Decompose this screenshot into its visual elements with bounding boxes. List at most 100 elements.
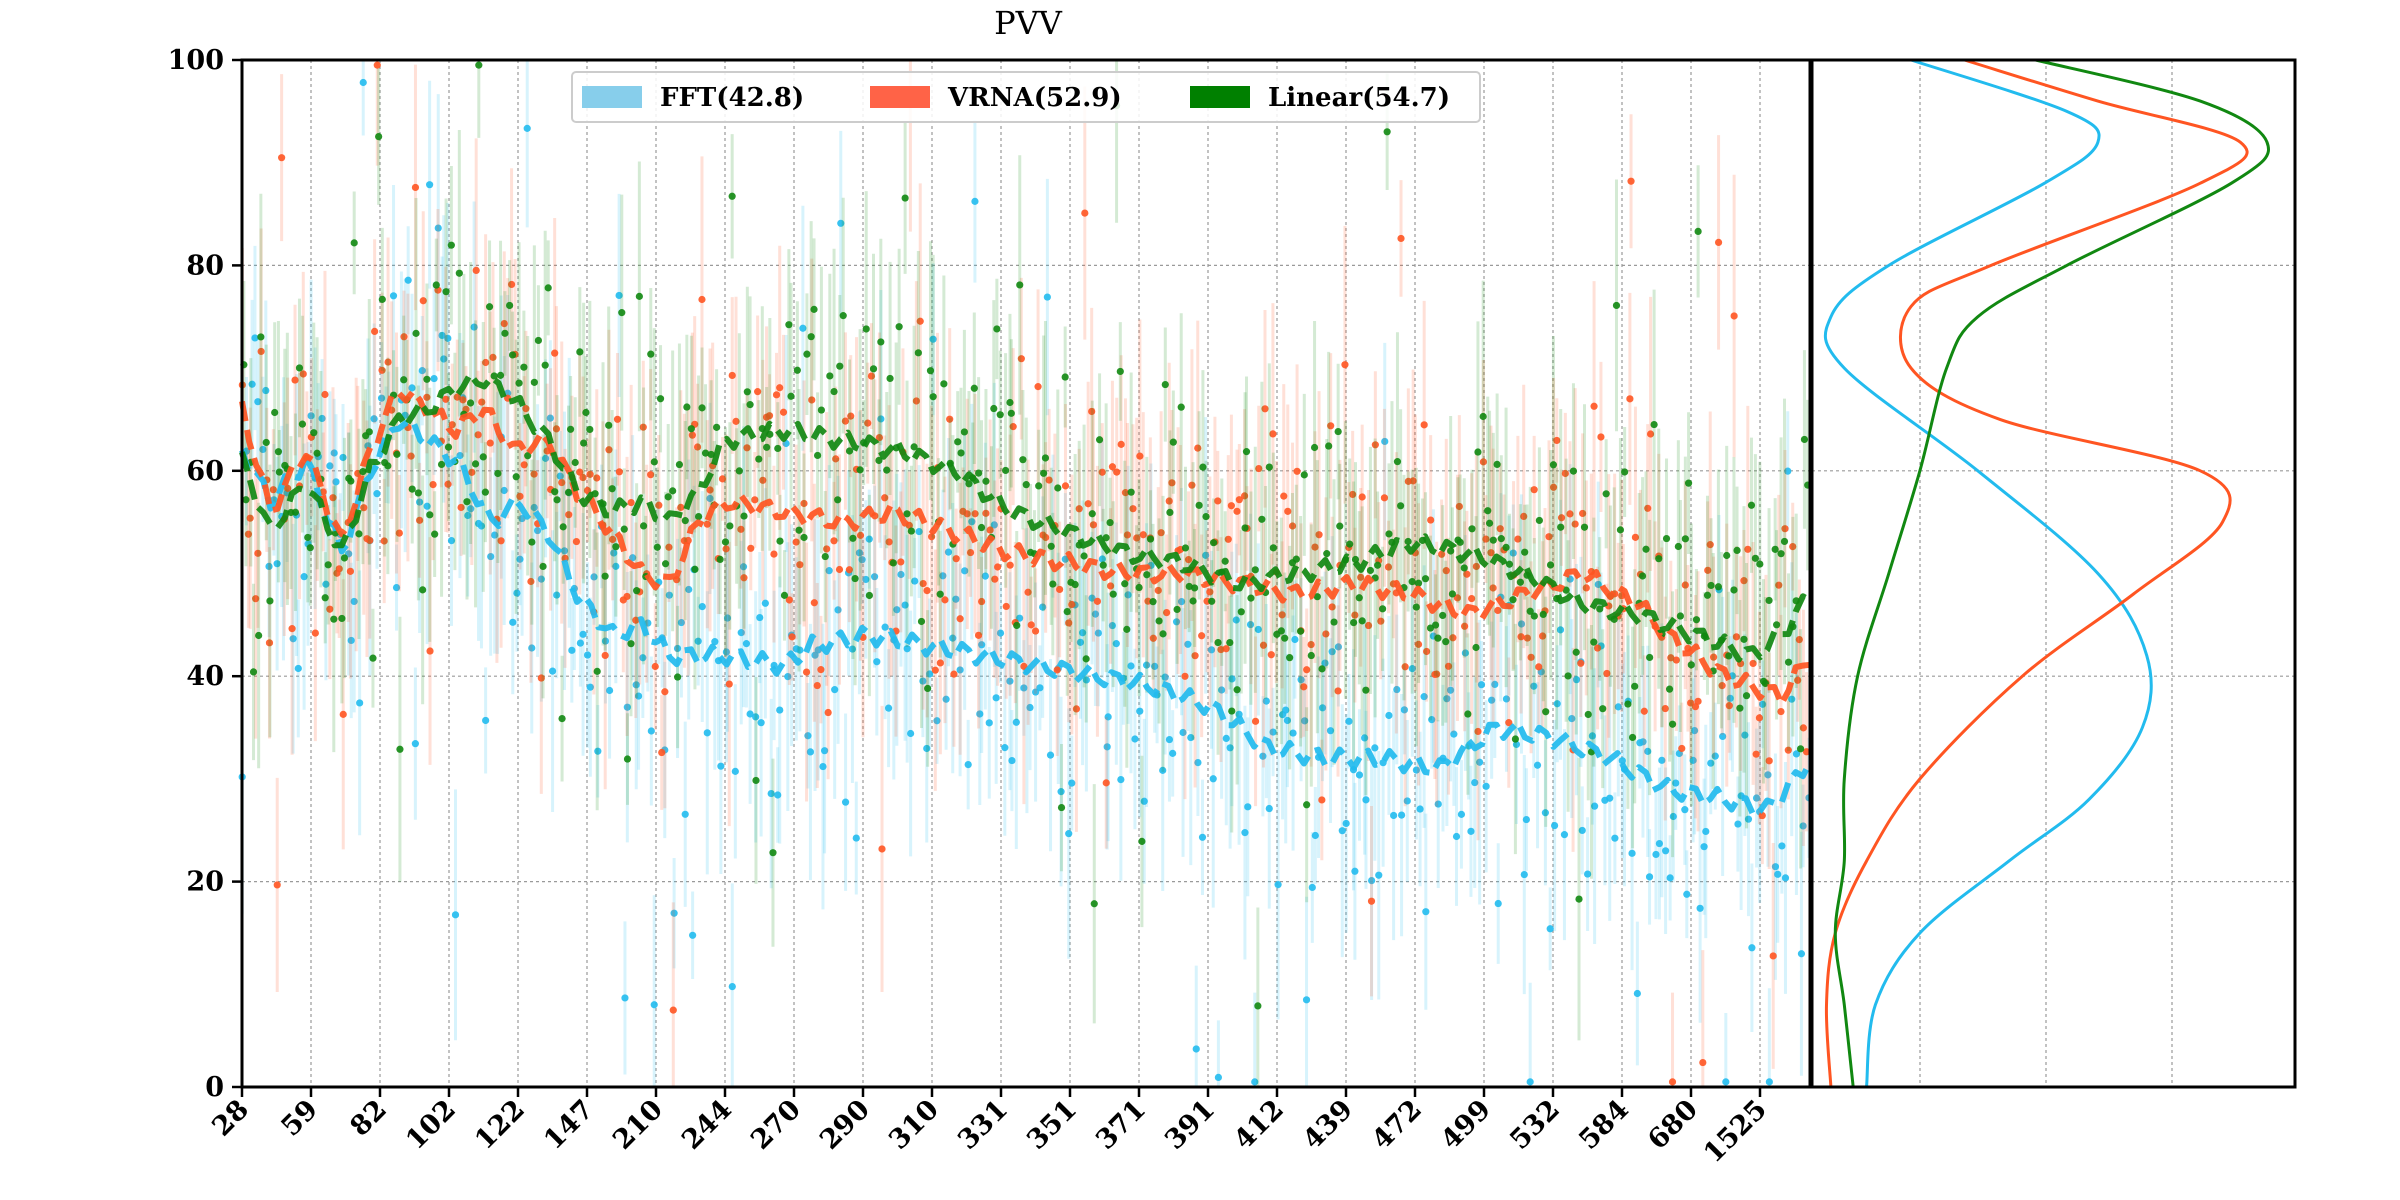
data-point	[669, 487, 677, 495]
data-point	[728, 192, 736, 200]
data-point	[1351, 611, 1359, 619]
data-point	[481, 488, 489, 496]
data-point	[419, 586, 427, 594]
data-point	[1327, 422, 1335, 430]
data-point	[803, 350, 811, 358]
data-point	[1036, 684, 1044, 692]
data-point	[1061, 373, 1069, 381]
data-point	[1116, 367, 1124, 376]
data-point	[1652, 850, 1660, 859]
data-point	[1322, 630, 1330, 638]
data-point	[1530, 612, 1538, 620]
data-point	[513, 589, 521, 597]
data-point	[1493, 460, 1501, 468]
data-point	[1355, 594, 1363, 602]
data-point	[1244, 803, 1252, 811]
data-point	[1368, 876, 1376, 885]
data-point	[1166, 508, 1174, 516]
data-point	[300, 573, 308, 581]
y-tick-label: 80	[186, 250, 224, 281]
data-point	[1209, 775, 1217, 783]
data-point	[1251, 1078, 1259, 1086]
data-point	[698, 603, 706, 611]
data-point	[1774, 870, 1782, 878]
data-point	[273, 560, 281, 568]
data-point	[862, 575, 870, 584]
y-tick-label: 100	[168, 45, 224, 76]
data-point	[685, 585, 693, 594]
y-tick-label: 0	[205, 1072, 224, 1103]
data-point	[841, 417, 850, 425]
data-point	[1233, 686, 1241, 694]
data-point	[1198, 833, 1207, 841]
x-tick-label: 412	[1228, 1094, 1290, 1156]
data-point	[845, 447, 854, 455]
data-point	[580, 439, 588, 447]
data-point	[1681, 581, 1689, 589]
data-point	[1460, 564, 1468, 572]
data-point	[586, 470, 594, 478]
data-point	[1065, 830, 1073, 838]
data-point	[1516, 578, 1524, 586]
data-point	[1246, 620, 1255, 629]
data-point	[1792, 750, 1801, 758]
data-point	[966, 548, 975, 557]
data-point	[1124, 591, 1132, 599]
y-tick-labels: 0 20 40 60 80 100	[168, 45, 224, 1103]
data-point	[1190, 584, 1199, 592]
data-point	[683, 403, 691, 411]
data-point	[1172, 618, 1181, 626]
data-point	[610, 549, 618, 557]
data-point	[956, 666, 964, 674]
data-point	[780, 591, 789, 599]
data-point	[1442, 567, 1450, 575]
data-point	[994, 563, 1002, 571]
data-point	[1311, 831, 1319, 840]
data-point	[931, 666, 939, 674]
data-point	[1378, 605, 1387, 613]
data-point	[865, 591, 873, 600]
data-point	[1121, 580, 1129, 588]
data-point	[976, 710, 984, 718]
data-point	[326, 462, 334, 470]
data-point	[434, 224, 442, 232]
data-point	[565, 511, 573, 519]
data-point	[856, 531, 865, 539]
data-point	[1638, 572, 1647, 580]
data-point	[1707, 759, 1715, 767]
data-point	[605, 686, 614, 695]
data-point	[591, 490, 599, 498]
data-point	[423, 502, 431, 510]
data-point	[885, 538, 893, 546]
data-point	[693, 443, 702, 451]
data-point	[1131, 735, 1139, 743]
data-point	[1771, 863, 1780, 871]
data-point	[1479, 458, 1487, 466]
data-point	[471, 460, 480, 468]
data-point	[1214, 497, 1222, 505]
data-point	[706, 486, 714, 494]
data-point	[735, 467, 743, 475]
data-point	[1089, 521, 1098, 529]
data-point	[1104, 713, 1112, 721]
data-point	[1371, 744, 1379, 752]
data-point	[1749, 659, 1757, 668]
data-point	[520, 363, 528, 371]
data-point	[907, 729, 915, 738]
data-point	[897, 558, 905, 566]
data-point	[395, 529, 403, 537]
data-point	[265, 562, 273, 570]
data-point	[1108, 463, 1117, 471]
data-point	[1594, 580, 1602, 589]
data-point	[1416, 805, 1424, 813]
data-point	[858, 556, 866, 564]
data-point	[1758, 700, 1767, 708]
data-point	[1505, 719, 1513, 727]
data-point	[1123, 625, 1131, 633]
data-point	[1199, 463, 1207, 471]
x-tick-label: 290	[814, 1094, 876, 1156]
data-point	[1281, 634, 1289, 642]
data-point	[453, 393, 461, 401]
data-point	[1541, 809, 1549, 817]
data-point	[330, 449, 338, 457]
